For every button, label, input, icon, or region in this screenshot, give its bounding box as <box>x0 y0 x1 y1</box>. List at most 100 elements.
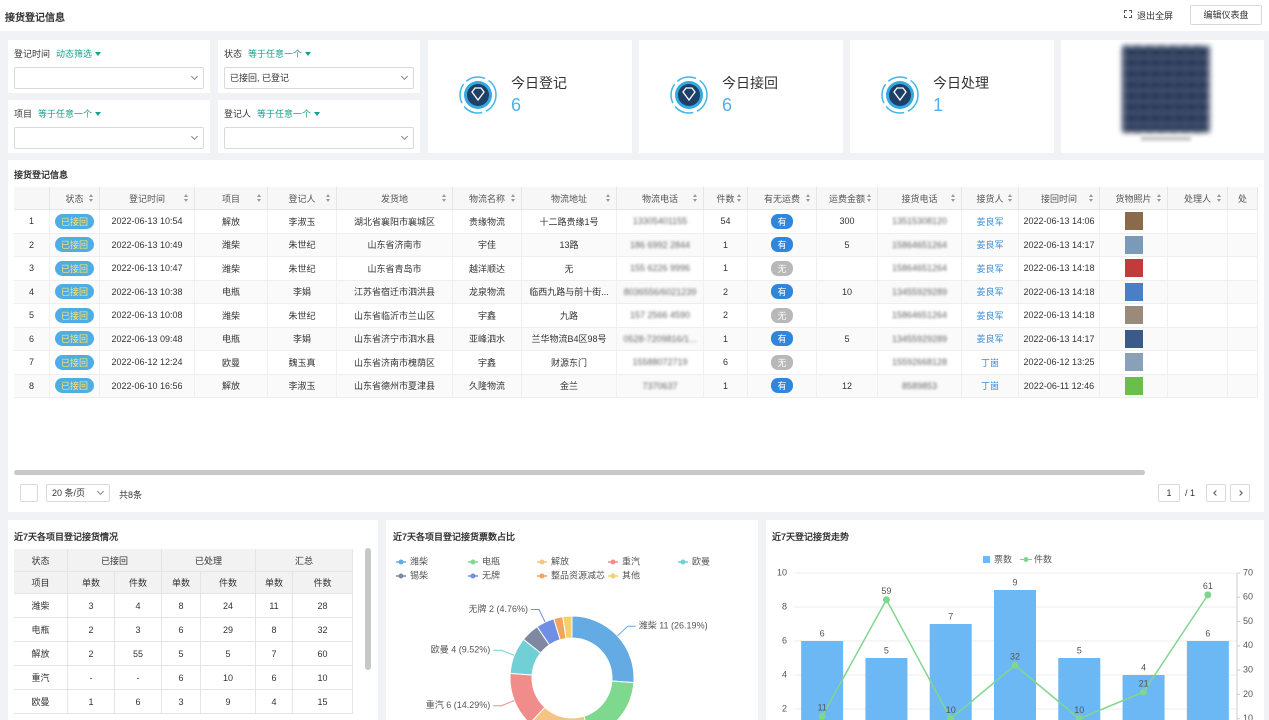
page-size-select[interactable]: 20 条/页 <box>46 484 110 502</box>
table-cell <box>1168 233 1228 257</box>
filter-select[interactable] <box>224 127 414 149</box>
table-cell <box>1228 304 1258 328</box>
table-cell: 无 <box>748 257 817 281</box>
cell-text: 江苏省宿迁市泗洪县 <box>353 287 435 298</box>
header-cell[interactable]: 货物照片 <box>1100 187 1168 210</box>
header-cell[interactable]: 接回时间 <box>1019 187 1100 210</box>
prev-page[interactable] <box>1206 484 1226 502</box>
header-cell[interactable]: 接货人 <box>962 187 1019 210</box>
cargo-photo[interactable] <box>1124 212 1143 231</box>
header-cell[interactable]: 物流地址 <box>522 187 617 210</box>
filter-select[interactable]: 已接回, 已登记 <box>224 67 414 89</box>
receiver-link[interactable]: 姜良军 <box>976 263 1004 274</box>
table-cell: 电瓶 <box>195 327 268 351</box>
column-header: 接回时间 <box>1040 193 1077 204</box>
jump-icon[interactable] <box>20 484 38 502</box>
next-page[interactable] <box>1230 484 1250 502</box>
phone-text: 8036556/6021239 <box>623 286 697 297</box>
header-cell[interactable]: 发货地 <box>337 187 453 210</box>
h-scrollbar[interactable] <box>14 470 1145 475</box>
table-cell: 3 <box>14 257 50 281</box>
table-cell <box>1168 351 1228 375</box>
table-cell <box>1228 280 1258 304</box>
qr-code-overlay <box>1123 46 1209 132</box>
filter-operator[interactable]: 等于任意一个 <box>257 107 321 120</box>
cargo-photo[interactable] <box>1124 329 1143 348</box>
receiver-link[interactable]: 丁崮 <box>980 381 999 392</box>
table-cell: 兰华物流B4区98号 <box>522 327 617 351</box>
edit-dashboard-button[interactable]: 编辑仪表盘 <box>1190 5 1262 25</box>
header-cell[interactable]: 登记时间 <box>100 187 195 210</box>
summary-cell: 6 <box>162 666 201 690</box>
table-cell: 12 <box>817 374 878 398</box>
header-cell[interactable]: 登记人 <box>268 187 337 210</box>
table-cell: 山东省德州市夏津县 <box>337 374 453 398</box>
receiver-link[interactable]: 姜良军 <box>976 287 1004 298</box>
sort-down <box>442 199 446 202</box>
stat-value: 1 <box>933 95 944 115</box>
table-cell: 无 <box>748 351 817 375</box>
cargo-photo[interactable] <box>1124 353 1143 372</box>
page-input[interactable]: 1 <box>1158 484 1180 502</box>
receiver-link[interactable]: 姜良军 <box>976 240 1004 251</box>
filter-operator[interactable]: 动态筛选 <box>56 47 102 60</box>
summary-title: 近7天各项目登记接货情况 <box>14 532 119 542</box>
header-cell[interactable]: 有无运费 <box>748 187 817 210</box>
header-cell[interactable]: 处 <box>1228 187 1258 210</box>
cargo-photo[interactable] <box>1124 282 1143 301</box>
table-cell: 越洋顺达 <box>453 257 522 281</box>
filter-operator[interactable]: 等于任意一个 <box>248 47 312 60</box>
arrow-icon <box>1213 490 1219 496</box>
filter-label: 登记人 <box>224 109 252 119</box>
cargo-photo[interactable] <box>1124 376 1143 395</box>
receiver-link[interactable]: 姜良军 <box>976 334 1004 345</box>
cell-text: 7 <box>28 357 34 368</box>
cell-text: 1 <box>722 380 728 391</box>
cargo-photo[interactable] <box>1124 259 1143 278</box>
receiver-link[interactable]: 姜良军 <box>976 310 1004 321</box>
table-cell: 丁崮 <box>962 374 1019 398</box>
status-badge: 已接回 <box>54 284 94 300</box>
stat-label: 今日处理 <box>933 75 989 91</box>
header-cell[interactable]: 接货电话 <box>878 187 962 210</box>
sort-up <box>89 194 93 197</box>
header-cell[interactable]: 项目 <box>195 187 268 210</box>
header-cell[interactable]: 状态 <box>50 187 100 210</box>
table-cell: 潍柴 <box>195 233 268 257</box>
exit-fullscreen[interactable]: 退出全屏 <box>1137 11 1174 21</box>
header-cell[interactable]: 件数 <box>704 187 748 210</box>
header-cell[interactable]: 物流名称 <box>453 187 522 210</box>
cell-text: 湖北省襄阳市襄城区 <box>353 216 435 227</box>
v-scrollbar[interactable] <box>365 548 371 670</box>
table-cell: 2022-06-12 12:24 <box>100 351 195 375</box>
filter-operator[interactable]: 等于任意一个 <box>38 107 102 120</box>
page-title: 接货登记信息 <box>5 13 65 24</box>
table-cell: 丁崮 <box>962 351 1019 375</box>
header-cell[interactable]: 运费金额 <box>817 187 878 210</box>
filter-select[interactable] <box>14 67 204 89</box>
table-cell: 李淑玉 <box>268 210 337 234</box>
cell-text: 朱世纪 <box>288 310 316 321</box>
cell-text: 2022-06-12 13:25 <box>1023 357 1095 368</box>
cargo-photo[interactable] <box>1124 235 1143 254</box>
header-cell[interactable]: 物流电话 <box>617 187 704 210</box>
table-cell: 10 <box>817 280 878 304</box>
filter-select[interactable] <box>14 127 204 149</box>
status-badge: 已接回 <box>54 237 94 253</box>
cargo-photo[interactable] <box>1124 306 1143 325</box>
sort-down <box>184 199 188 202</box>
table-cell <box>1100 351 1168 375</box>
cell-text: 10 <box>841 286 852 297</box>
table-cell: 湖北省襄阳市襄城区 <box>337 210 453 234</box>
cell-text: 5 <box>844 239 850 250</box>
receiver-link[interactable]: 姜良军 <box>976 216 1004 227</box>
header-cell[interactable]: 处理人 <box>1168 187 1228 210</box>
sort-down <box>1157 199 1161 202</box>
table-cell: 李娟 <box>268 327 337 351</box>
table-cell <box>1228 327 1258 351</box>
receiver-link[interactable]: 丁崮 <box>980 357 999 368</box>
table-cell: 300 <box>817 210 878 234</box>
table-cell: 6 <box>14 327 50 351</box>
table-cell: 山东省青岛市 <box>337 257 453 281</box>
cell-text: 九路 <box>559 310 578 321</box>
